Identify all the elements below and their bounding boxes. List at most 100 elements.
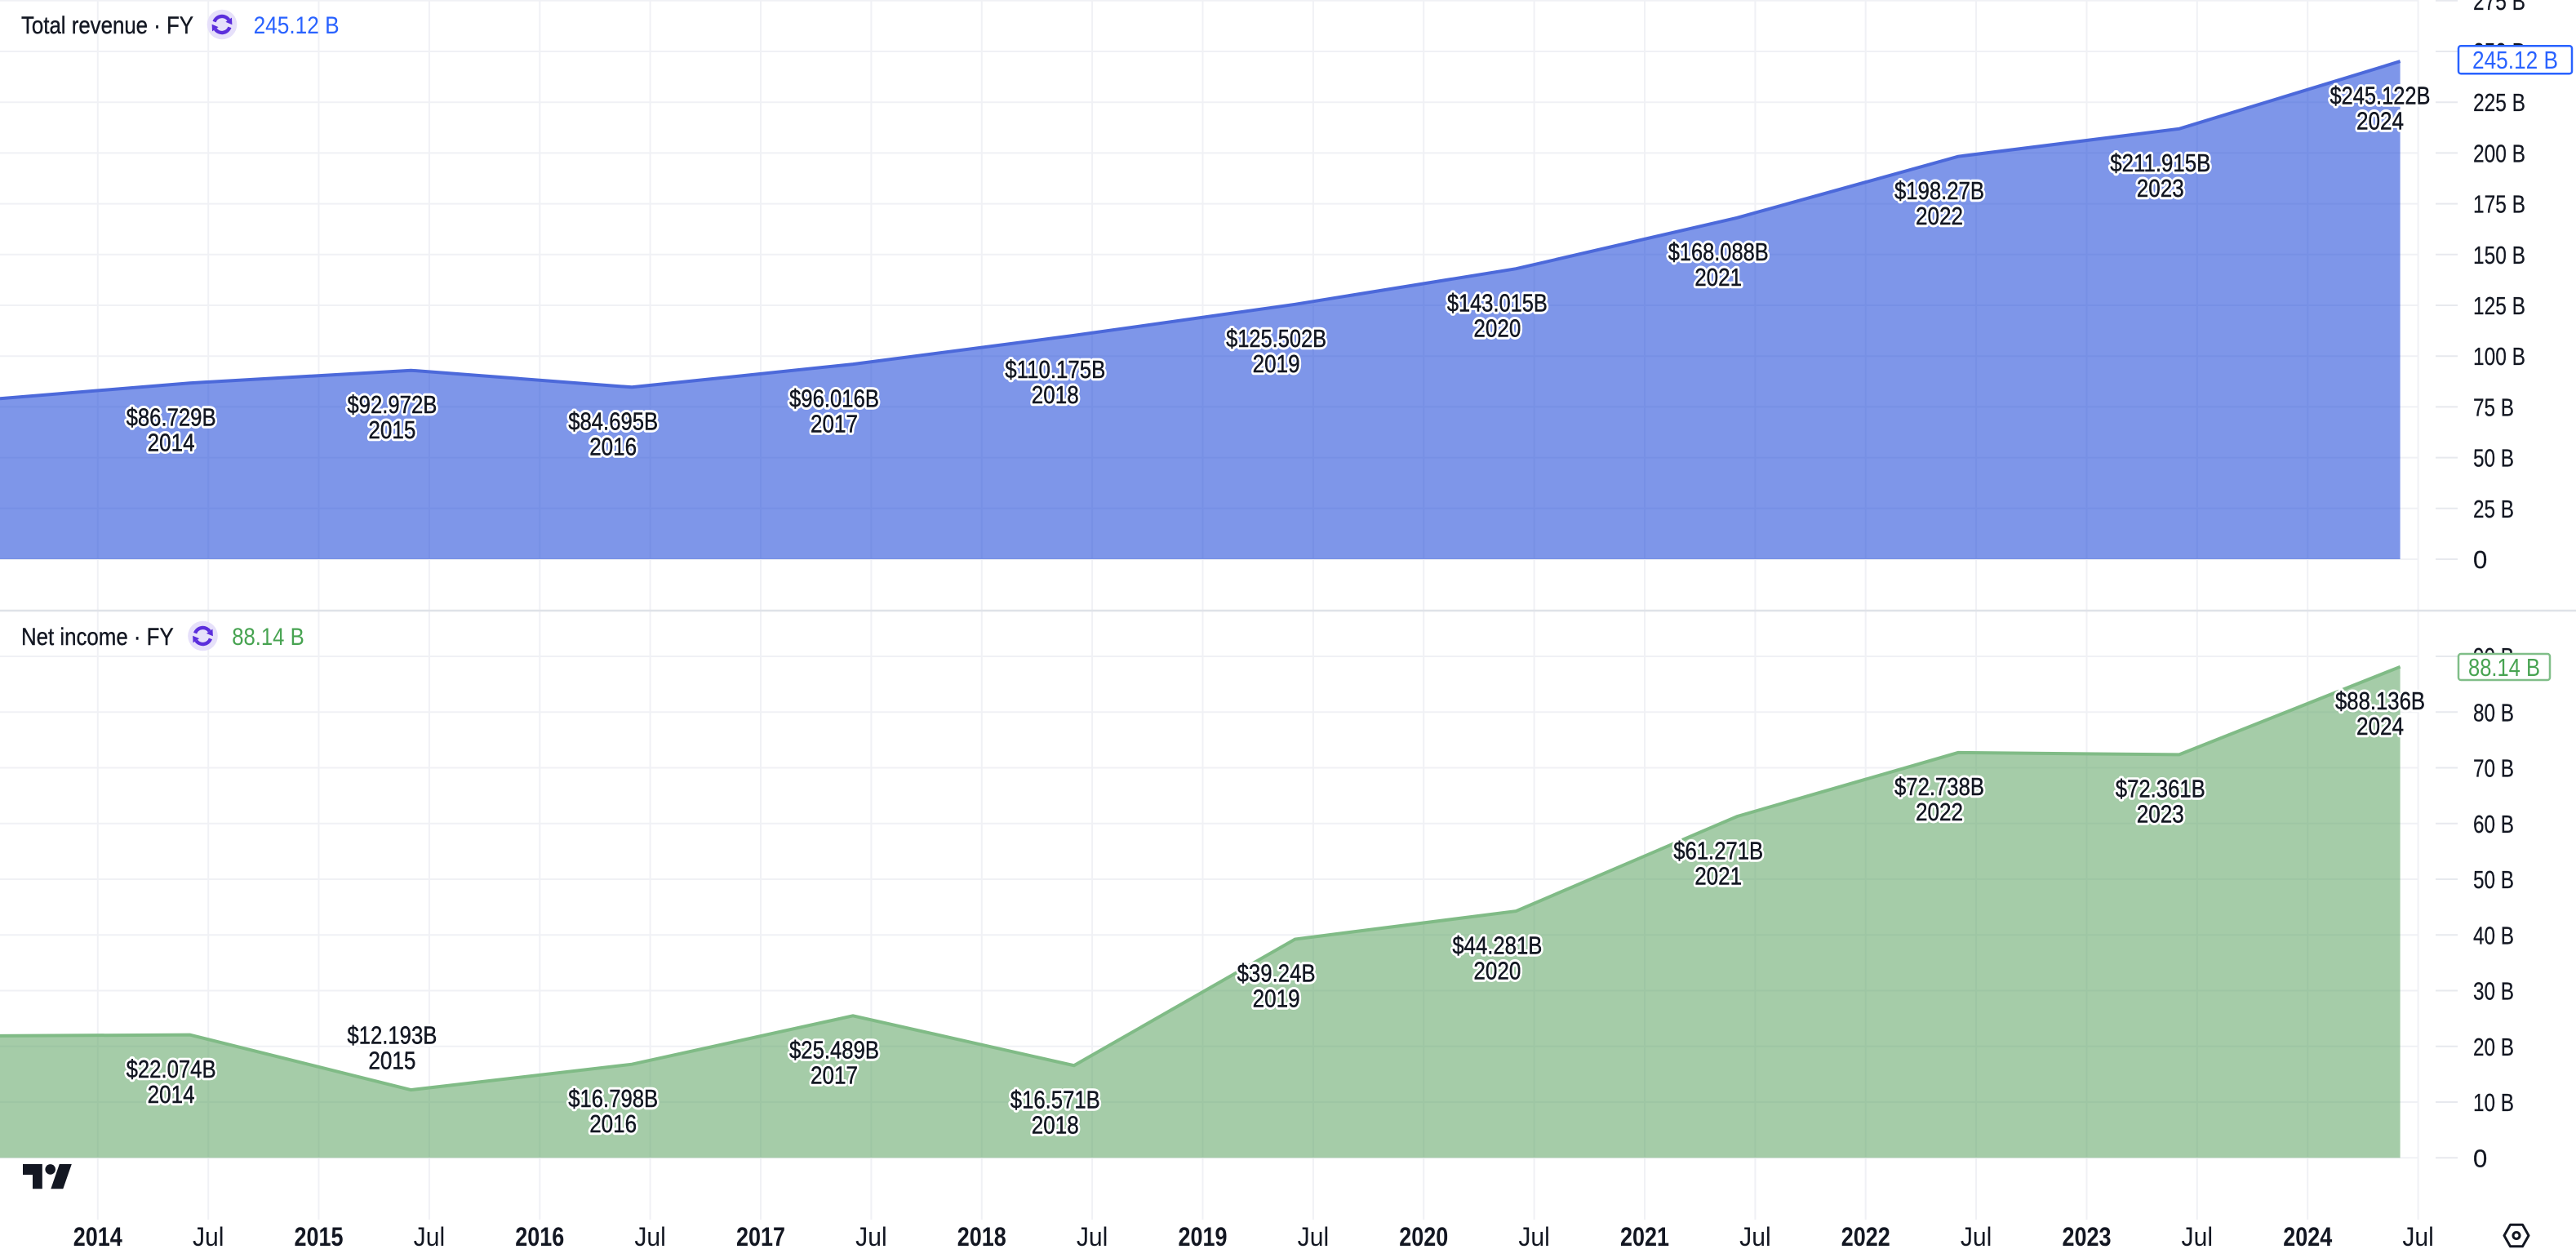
svg-text:Jul: Jul [1077,1222,1108,1251]
svg-text:2021: 2021 [1694,862,1742,890]
svg-text:$245.122B: $245.122B [2330,82,2431,109]
svg-text:100 B: 100 B [2473,342,2525,371]
svg-text:2018: 2018 [1032,381,1079,409]
svg-text:$84.695B: $84.695B [568,408,658,436]
svg-text:$12.193B: $12.193B [347,1022,437,1050]
svg-text:$92.972B: $92.972B [347,391,437,419]
svg-text:$143.015B: $143.015B [1447,289,1548,317]
svg-text:2019: 2019 [1253,350,1300,378]
svg-text:2020: 2020 [1473,957,1521,985]
svg-text:2024: 2024 [2356,713,2404,740]
svg-text:2018: 2018 [1032,1111,1079,1139]
svg-text:2023: 2023 [2063,1222,2112,1251]
svg-text:2016: 2016 [589,433,637,461]
svg-text:2021: 2021 [1694,264,1742,291]
svg-text:Net income · FY: Net income · FY [21,624,174,651]
svg-text:200 B: 200 B [2473,139,2525,167]
svg-text:$22.074B: $22.074B [127,1056,216,1083]
svg-text:Jul: Jul [2402,1222,2434,1251]
svg-text:2021: 2021 [1620,1222,1669,1251]
svg-text:2014: 2014 [148,1081,195,1109]
svg-text:$211.915B: $211.915B [2110,149,2210,177]
svg-text:$110.175B: $110.175B [1005,356,1105,384]
svg-text:2019: 2019 [1253,985,1300,1013]
svg-text:2017: 2017 [811,410,858,438]
svg-text:$125.502B: $125.502B [1226,325,1326,353]
svg-text:50 B: 50 B [2473,444,2514,473]
svg-text:2014: 2014 [148,429,195,456]
svg-text:2016: 2016 [589,433,637,461]
svg-text:$22.074B: $22.074B [127,1056,216,1083]
svg-text:Jul: Jul [414,1222,446,1251]
svg-text:2015: 2015 [368,416,415,444]
svg-text:2018: 2018 [1032,1111,1079,1139]
svg-text:$88.136B: $88.136B [2335,687,2425,715]
svg-text:Jul: Jul [1298,1222,1330,1251]
svg-text:2023: 2023 [2137,801,2184,829]
svg-text:2017: 2017 [736,1222,785,1251]
svg-text:25 B: 25 B [2473,495,2514,523]
svg-text:$25.489B: $25.489B [789,1037,879,1065]
svg-text:$245.122B: $245.122B [2330,82,2431,109]
svg-text:2022: 2022 [1916,798,1963,826]
svg-text:Jul: Jul [634,1222,666,1251]
svg-text:245.12 B: 245.12 B [2472,46,2558,74]
svg-text:2019: 2019 [1179,1222,1228,1251]
svg-text:$125.502B: $125.502B [1226,325,1326,353]
svg-text:2024: 2024 [2356,107,2404,135]
svg-text:Jul: Jul [193,1222,224,1251]
svg-text:$61.271B: $61.271B [1673,837,1763,865]
svg-text:2015: 2015 [368,416,415,444]
svg-text:$16.798B: $16.798B [568,1085,658,1113]
svg-text:2022: 2022 [1916,202,1963,230]
svg-text:2020: 2020 [1399,1222,1448,1251]
svg-text:60 B: 60 B [2473,810,2514,838]
svg-text:2015: 2015 [368,1047,415,1075]
svg-text:$88.136B: $88.136B [2335,687,2425,715]
svg-text:2024: 2024 [2356,107,2404,135]
svg-text:2023: 2023 [2137,175,2184,202]
svg-text:30 B: 30 B [2473,977,2514,1006]
svg-text:$96.016B: $96.016B [789,385,879,412]
svg-text:$84.695B: $84.695B [568,408,658,436]
svg-text:2024: 2024 [2283,1222,2332,1251]
svg-text:$72.361B: $72.361B [2116,776,2205,803]
svg-text:2014: 2014 [73,1222,122,1251]
svg-text:40 B: 40 B [2473,921,2514,949]
svg-text:$96.016B: $96.016B [789,385,879,412]
svg-text:$39.24B: $39.24B [1237,960,1316,988]
svg-text:$86.729B: $86.729B [127,403,216,431]
svg-text:$72.738B: $72.738B [1894,773,1984,801]
svg-text:2020: 2020 [1473,957,1521,985]
svg-text:2022: 2022 [1841,1222,1890,1251]
svg-text:2016: 2016 [515,1222,564,1251]
svg-text:0: 0 [2473,545,2487,574]
svg-text:2015: 2015 [295,1222,344,1251]
svg-text:20 B: 20 B [2473,1033,2514,1061]
svg-text:2016: 2016 [589,1110,637,1138]
svg-text:Jul: Jul [1518,1222,1550,1251]
svg-text:Jul: Jul [1961,1222,1992,1251]
svg-text:70 B: 70 B [2473,754,2514,783]
svg-text:$198.27B: $198.27B [1894,177,1984,205]
svg-text:$168.088B: $168.088B [1668,238,1769,266]
svg-text:50 B: 50 B [2473,865,2514,894]
svg-text:2018: 2018 [957,1222,1006,1251]
svg-text:125 B: 125 B [2473,291,2525,320]
svg-text:75 B: 75 B [2473,393,2514,421]
svg-text:2022: 2022 [1916,798,1963,826]
svg-text:Total revenue · FY: Total revenue · FY [21,12,193,39]
svg-text:2020: 2020 [1473,314,1521,342]
svg-text:2019: 2019 [1253,350,1300,378]
svg-text:$16.571B: $16.571B [1010,1086,1100,1114]
svg-text:$72.361B: $72.361B [2116,776,2205,803]
svg-text:$61.271B: $61.271B [1673,837,1763,865]
svg-text:2023: 2023 [2137,175,2184,202]
svg-text:$72.738B: $72.738B [1894,773,1984,801]
svg-text:Jul: Jul [1739,1222,1771,1251]
svg-text:$16.571B: $16.571B [1010,1086,1100,1114]
svg-text:2017: 2017 [811,1062,858,1090]
svg-text:175 B: 175 B [2473,190,2525,219]
svg-text:2014: 2014 [148,429,195,456]
svg-text:$12.193B: $12.193B [347,1022,437,1050]
